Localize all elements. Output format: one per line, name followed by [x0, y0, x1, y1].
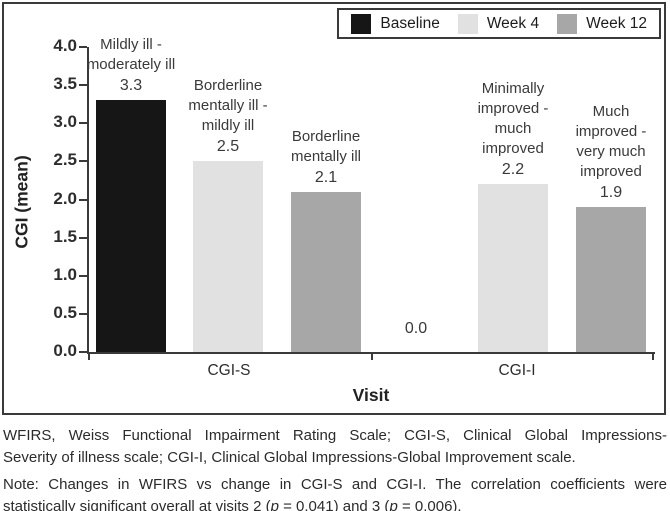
bar-annotation-desc: Much improved - very much improved [575, 103, 647, 180]
y-axis-tick [79, 274, 87, 277]
legend-swatch-week12 [557, 13, 578, 34]
bar-annotation-desc: Minimally improved - much improved [477, 80, 549, 157]
x-axis-tick [371, 354, 373, 360]
bar-cgi-i-week12 [576, 207, 646, 352]
bar-cgi-s-baseline [96, 100, 166, 352]
bar-annotation: Minimally improved - much improved 2.2 [448, 79, 578, 181]
bar-cgi-s-week12 [291, 192, 361, 352]
y-axis-tick-label: 1.5 [53, 226, 77, 246]
y-axis-tick [79, 122, 87, 125]
bar-value-label: 0.0 [404, 320, 428, 337]
legend-item-baseline: Baseline [351, 13, 440, 34]
bar-value-label: 2.1 [314, 169, 338, 186]
legend: Baseline Week 4 Week 12 [337, 8, 661, 39]
legend-item-week4: Week 4 [457, 13, 540, 34]
y-axis-tick-label: 0.5 [53, 302, 77, 322]
y-axis-tick [79, 46, 87, 48]
bar-annotation-desc: Mildly ill - moderately ill [86, 36, 176, 73]
legend-swatch-baseline [351, 13, 372, 34]
y-axis-tick-label: 2.5 [53, 150, 77, 170]
bar-cgi-i-week4 [478, 184, 548, 352]
y-axis-tick-label: 4.0 [53, 36, 77, 55]
bar-cgi-s-week4 [193, 161, 263, 352]
bar-annotation-desc: Borderline mentally ill - mildly ill [188, 77, 268, 134]
bar-annotation: Borderline mentally ill 2.1 [261, 127, 391, 189]
x-axis-tick [88, 354, 90, 360]
y-axis-tick [79, 351, 87, 353]
legend-label-week4: Week 4 [486, 14, 540, 32]
bar-value-label: 3.3 [119, 77, 143, 94]
abbreviations-line-2: Severity of illness scale; CGI-I, Clinic… [3, 449, 576, 466]
legend-swatch-week4 [457, 13, 478, 34]
note-line-1: Note: Changes in WFIRS vs change in CGI-… [3, 476, 667, 493]
p-value-symbol: p [389, 498, 398, 511]
y-axis-tick [79, 236, 87, 239]
y-axis-tick-label: 0.0 [53, 341, 77, 360]
y-axis-tick [79, 198, 87, 201]
x-axis-title: Visit [352, 385, 390, 405]
y-axis-tick [79, 160, 87, 163]
y-axis-tick-label: 1.0 [53, 264, 77, 284]
legend-label-week12: Week 12 [586, 14, 647, 32]
note-line-2: statistically significant overall at vis… [3, 496, 667, 511]
x-category-label: CGI-S [207, 362, 251, 379]
legend-item-week12: Week 12 [557, 13, 647, 34]
y-axis-tick-label: 3.5 [53, 74, 77, 94]
y-axis-tick-label: 2.0 [53, 188, 77, 208]
bar-value-label: 1.9 [599, 184, 623, 201]
x-axis-tick [652, 354, 654, 360]
bar-annotation-desc: Borderline mentally ill [290, 128, 362, 165]
bar-annotation: Borderline mentally ill - mildly ill 2.5 [163, 76, 293, 158]
y-axis-tick [79, 312, 87, 315]
figure-footnotes: WFIRS, Weiss Functional Impairment Ratin… [3, 425, 667, 511]
p-value-symbol: p [270, 498, 279, 511]
x-category-label: CGI-I [498, 362, 536, 379]
bar-annotation: 0.0 [351, 318, 481, 340]
bar-value-label: 2.5 [216, 138, 240, 155]
plot-area: 0.0 0.5 1.0 1.5 2.0 2.5 3.0 3.5 4.0 CGI-S CGI-I Mil… [53, 36, 655, 379]
legend-label-baseline: Baseline [380, 14, 440, 32]
bar-annotation: Much improved - very much improved 1.9 [546, 102, 670, 204]
bar-annotation: Mildly ill - moderately ill 3.3 [66, 35, 196, 97]
abbreviations-line-1: WFIRS, Weiss Functional Impairment Ratin… [3, 427, 667, 444]
y-axis-tick [79, 84, 87, 87]
note-paragraph: Note: Changes in WFIRS vs change in CGI-… [3, 474, 667, 511]
bar-value-label: 2.2 [501, 161, 525, 178]
y-axis-title: CGI (mean) [11, 155, 32, 249]
chart-frame: Baseline Week 4 Week 12 CGI (mean) 0.0 0.… [2, 2, 666, 415]
abbreviations-paragraph: WFIRS, Weiss Functional Impairment Ratin… [3, 425, 667, 469]
y-axis-tick-label: 3.0 [53, 112, 77, 132]
